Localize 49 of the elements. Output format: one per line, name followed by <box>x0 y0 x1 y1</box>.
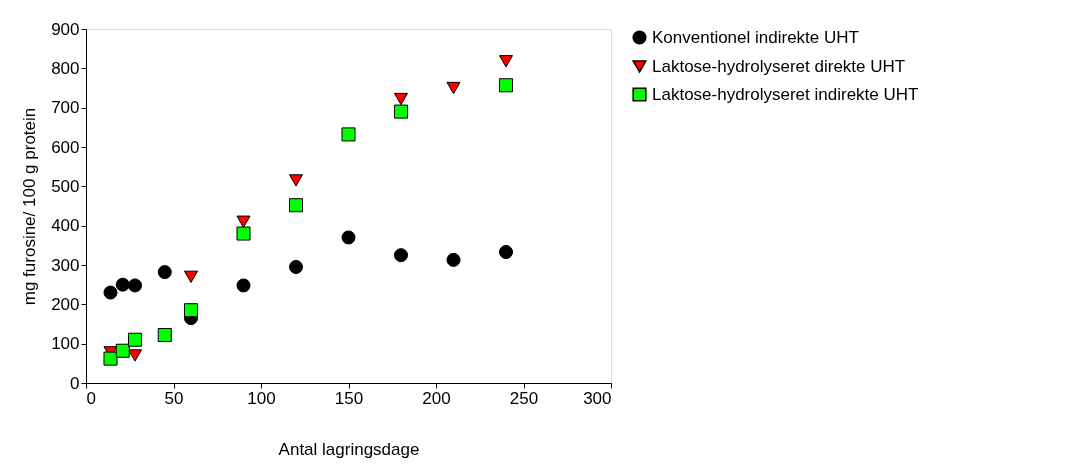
point <box>236 215 251 228</box>
legend-label: Laktose-hydrolyseret indirekte UHT <box>652 84 919 104</box>
point <box>157 265 172 280</box>
y-tick-label: 800 <box>51 58 80 78</box>
legend-label: Laktose-hydrolyseret direkte UHT <box>652 56 906 76</box>
point <box>115 277 130 292</box>
point <box>103 351 118 366</box>
point <box>498 78 514 93</box>
y-tick-label: 400 <box>51 216 80 236</box>
point <box>498 245 514 260</box>
x-tick-label: 300 <box>583 388 612 408</box>
point <box>236 226 251 241</box>
y-tick-label: 600 <box>51 137 80 157</box>
point <box>341 127 356 142</box>
point <box>115 343 130 358</box>
y-tick-label: 300 <box>51 255 80 275</box>
point <box>288 198 304 213</box>
x-axis-title: Antal lagringsdage <box>278 439 420 459</box>
y-tick-label: 900 <box>51 19 80 39</box>
legend-label: Konventionel indirekte UHT <box>652 27 859 47</box>
x-tick-label: 100 <box>247 388 276 408</box>
x-tick-label: 0 <box>86 388 96 408</box>
point <box>446 81 461 95</box>
point <box>498 55 514 68</box>
point <box>288 259 304 274</box>
x-tick-label: 50 <box>164 388 184 408</box>
x-tick-label: 250 <box>509 388 539 408</box>
point <box>236 278 251 293</box>
point <box>127 278 143 293</box>
y-tick-label: 500 <box>51 176 80 196</box>
point <box>127 332 143 347</box>
x-tick-label: 150 <box>334 388 364 408</box>
point <box>393 248 409 263</box>
point <box>103 285 118 300</box>
y-tick-label: 200 <box>51 294 80 314</box>
point <box>341 230 356 245</box>
point <box>393 104 409 119</box>
point <box>446 252 461 267</box>
point <box>183 303 199 318</box>
point <box>183 270 199 283</box>
point <box>288 174 304 187</box>
y-axis-title: mg furosine/ 100 g protein <box>20 107 40 306</box>
y-tick-label: 0 <box>70 373 80 393</box>
y-tick-label: 100 <box>51 334 80 354</box>
point <box>157 327 172 343</box>
point <box>393 92 409 106</box>
x-tick-label: 200 <box>422 388 451 408</box>
point <box>127 349 143 362</box>
y-tick-label: 700 <box>51 98 80 118</box>
